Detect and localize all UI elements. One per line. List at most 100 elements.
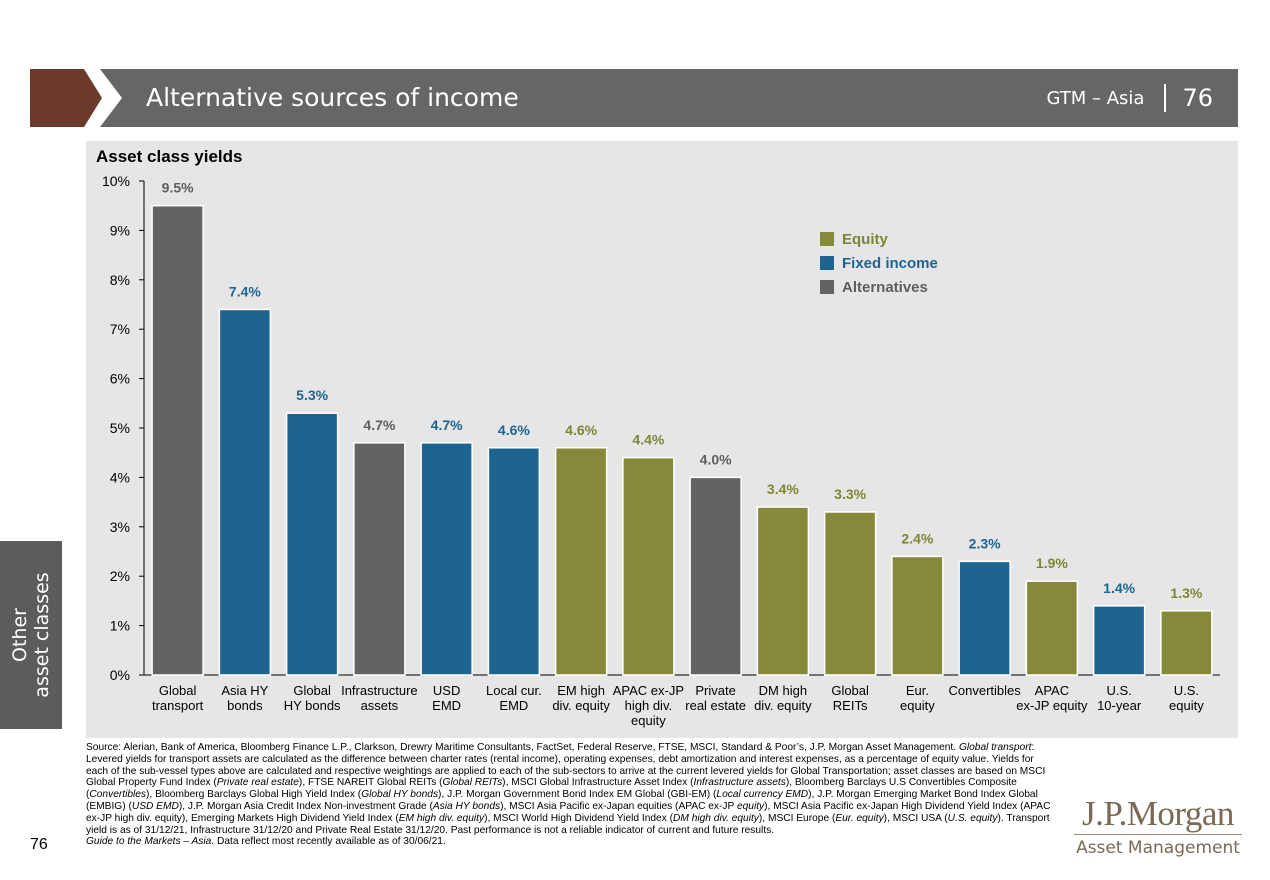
legend-swatch-alternatives xyxy=(820,280,834,294)
x-tick-label: Global xyxy=(831,683,869,698)
source-reits-label: Global REITs xyxy=(442,777,503,789)
source-conv-label: Convertibles xyxy=(89,789,147,801)
source-gt-text: : Levered yields for transport assets ar… xyxy=(86,742,1046,789)
source-infra-label: Infrastructure assets xyxy=(693,777,786,789)
x-tick-label: HY bonds xyxy=(284,698,341,713)
source-t10: ), MSCI World High Dividend Yield Index … xyxy=(484,812,674,824)
bar-data-label: 5.3% xyxy=(296,387,328,403)
bar xyxy=(487,447,541,676)
logo-sub: Asset Management xyxy=(1076,838,1240,858)
x-tick-label: Global xyxy=(159,683,197,698)
bar-data-label: 4.7% xyxy=(431,417,463,433)
bar xyxy=(554,447,608,676)
bar-data-label: 1.9% xyxy=(1036,555,1068,571)
legend-item-fixed-income: Fixed income xyxy=(820,251,938,275)
y-tick-label: 5% xyxy=(110,420,130,436)
x-tick-label: EM high xyxy=(557,683,605,698)
bar xyxy=(689,476,742,676)
legend-item-equity: Equity xyxy=(820,227,938,251)
bar xyxy=(756,506,810,676)
x-tick-label: equity xyxy=(631,713,666,728)
header-brown-chevron xyxy=(30,69,102,127)
x-tick-label: Local cur. xyxy=(486,683,542,698)
x-tick-label: div. equity xyxy=(754,698,812,713)
source-t7: ), J.P. Morgan Asia Credit Index Non-inv… xyxy=(178,800,433,812)
x-tick-label: equity xyxy=(900,698,935,713)
legend-label-equity: Equity xyxy=(842,230,888,248)
bar-data-label: 7.4% xyxy=(229,283,261,299)
bar xyxy=(622,456,675,676)
x-tick-label: equity xyxy=(1169,698,1204,713)
side-section-tab: Other asset classes xyxy=(0,541,62,729)
bar xyxy=(958,560,1011,676)
y-tick-label: 0% xyxy=(110,667,130,683)
y-tick-label: 4% xyxy=(110,469,130,485)
source-ghy-label: Global HY bonds xyxy=(361,789,439,801)
page-title: Alternative sources of income xyxy=(146,83,519,112)
x-tick-label: REITs xyxy=(833,698,868,713)
legend-label-alternatives: Alternatives xyxy=(842,278,928,296)
x-tick-label: APAC ex-JP xyxy=(613,683,684,698)
header-page-number: 76 xyxy=(1182,84,1213,112)
source-gt-label: Global transport xyxy=(958,742,1032,753)
x-tick-label: Asia HY xyxy=(221,683,268,698)
x-tick-label: ex-JP equity xyxy=(1016,698,1088,713)
header-right: GTM – Asia 76 xyxy=(1046,69,1213,127)
x-tick-label: Private xyxy=(695,683,735,698)
x-tick-label: EMD xyxy=(499,698,528,713)
y-tick-label: 1% xyxy=(110,618,130,634)
x-tick-label: EMD xyxy=(432,698,461,713)
source-ahy-label: Asia HY bonds xyxy=(432,800,501,812)
logo-name: J.P.Morgan xyxy=(1082,794,1234,833)
source-apac-label: equity xyxy=(736,800,765,812)
header-bar xyxy=(100,69,1238,127)
source-gtm-label: Guide to the Markets – Asia. xyxy=(86,836,215,848)
y-tick-label: 7% xyxy=(110,321,130,337)
bar xyxy=(1160,610,1213,676)
bar-data-label: 2.3% xyxy=(969,535,1001,551)
x-tick-label: Eur. xyxy=(906,683,929,698)
bar-data-label: 1.3% xyxy=(1170,585,1202,601)
x-tick-label: transport xyxy=(152,698,204,713)
source-t3: ), Bloomberg Barclays U.S Convertibles C… xyxy=(86,777,1017,801)
source-t4: ), Bloomberg Barclays Global High Yield … xyxy=(146,789,362,801)
source-em-label: EM high div. equity xyxy=(398,812,485,824)
x-tick-label: bonds xyxy=(227,698,263,713)
bar-data-label: 4.6% xyxy=(498,422,530,438)
y-tick-label: 3% xyxy=(110,519,130,535)
bar xyxy=(823,511,877,676)
bar-data-label: 4.4% xyxy=(632,432,664,448)
x-tick-label: Convertibles xyxy=(948,683,1021,698)
bar xyxy=(1025,580,1079,676)
chart-title: Asset class yields xyxy=(96,147,243,166)
x-tick-label: USD xyxy=(433,683,460,698)
source-t11: ), MSCI Europe ( xyxy=(758,812,836,824)
source-eur-label: Eur. equity xyxy=(835,812,884,824)
x-tick-label: assets xyxy=(361,698,399,713)
legend-swatch-fixed-income xyxy=(820,256,834,270)
bar xyxy=(151,204,204,676)
source-t5: ), J.P. Morgan Government Bond Index EM … xyxy=(438,789,717,801)
bar-data-label: 2.4% xyxy=(901,530,933,546)
footer-page-number: 76 xyxy=(30,836,48,853)
x-tick-label: U.S. xyxy=(1174,683,1199,698)
bar xyxy=(285,412,339,676)
source-gtm-text: Data reflect most recently available as … xyxy=(214,836,446,848)
bar-data-label: 1.4% xyxy=(1103,580,1135,596)
source-t6: ), J.P. Morgan Emerging Market Bond Inde… xyxy=(86,789,1038,812)
bar-data-label: 3.4% xyxy=(767,481,799,497)
source-pre-label: Private real estate xyxy=(216,777,299,789)
header-arrow-brown xyxy=(30,69,102,127)
gtm-label: GTM – Asia xyxy=(1046,87,1145,109)
source-usd-label: USD EMD xyxy=(131,800,179,812)
x-tick-label: div. equity xyxy=(552,698,610,713)
source-t9: ), MSCI Asia Pacific ex-Japan High Divid… xyxy=(86,800,1051,824)
bar xyxy=(353,442,406,676)
y-tick-label: 2% xyxy=(110,568,130,584)
y-tick-label: 9% xyxy=(110,222,130,238)
bar xyxy=(218,308,272,676)
source-t2: ), MSCI Global Infrastructure Asset Inde… xyxy=(502,777,694,789)
source-lc-label: Local currency EMD xyxy=(716,789,809,801)
bar-data-label: 4.7% xyxy=(363,417,395,433)
